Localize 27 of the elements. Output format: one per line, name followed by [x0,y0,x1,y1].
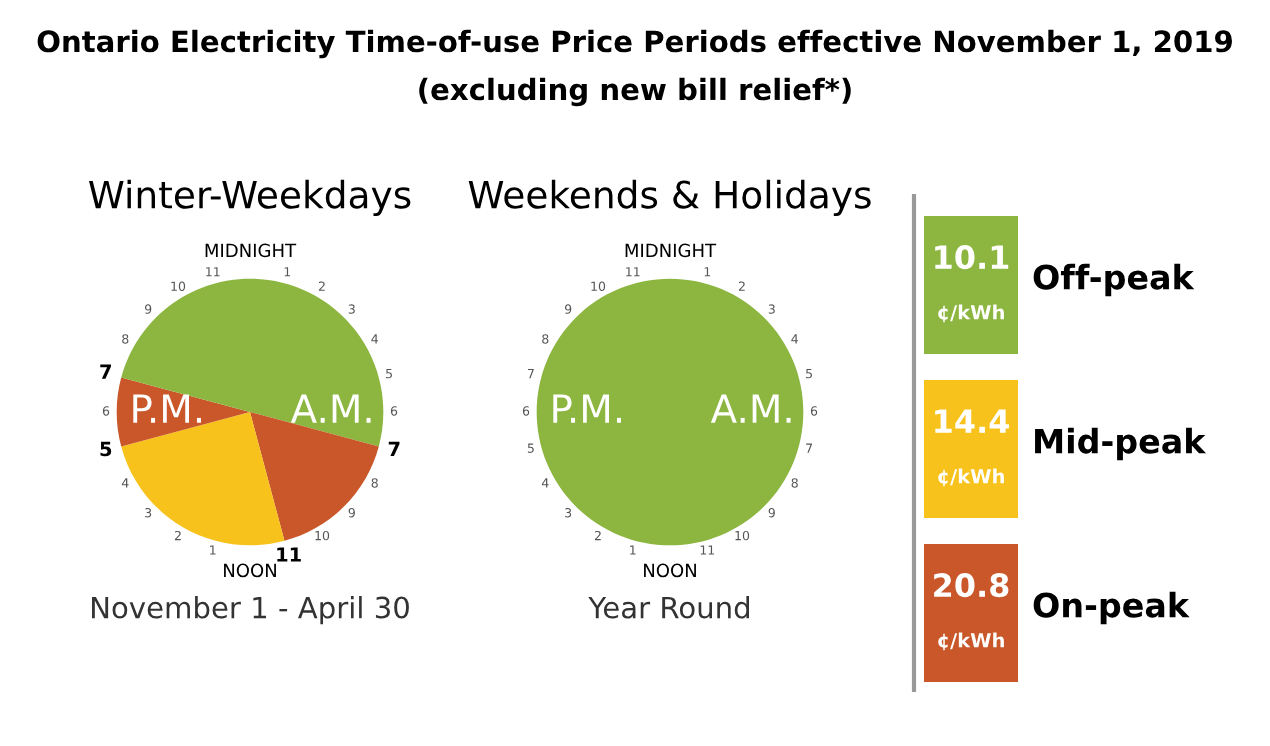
chart-title: Weekends & Holidays [468,179,871,217]
category-label: Mid-peak [1035,427,1207,461]
text: Ontario Electricity Time-of-use Price Periods effective November 1, 2019 [37,29,1232,59]
text: P.M. [133,394,201,423]
text: 11 [277,547,301,562]
text: A.M. [290,394,371,423]
text: November 1 - April 30 [92,596,409,625]
text: NOON [644,563,696,578]
text: MIDNIGHT [205,243,297,258]
category-label: Off-peak [1033,263,1195,297]
data-label: 14.4 [935,409,1009,433]
text: Year Round [588,596,750,619]
data-label: 20.8 [934,573,1009,598]
text: ¢/kWh [938,468,1004,487]
text: P.M. [553,394,621,423]
text: ¢/kWh [938,632,1004,651]
category-label: On-peak [1033,591,1190,625]
chart-title: Winter-Weekdays [89,179,411,217]
text: MIDNIGHT [625,243,717,258]
data-label: 10.1 [935,245,1009,270]
text: ¢/kWh [938,304,1004,323]
text: 5 [100,441,112,457]
text: 7 [100,364,111,379]
text: A.M. [710,394,791,423]
text: 7 [388,441,400,457]
text: NOON [224,563,276,578]
text: (excluding new bill relief*) [419,77,851,107]
